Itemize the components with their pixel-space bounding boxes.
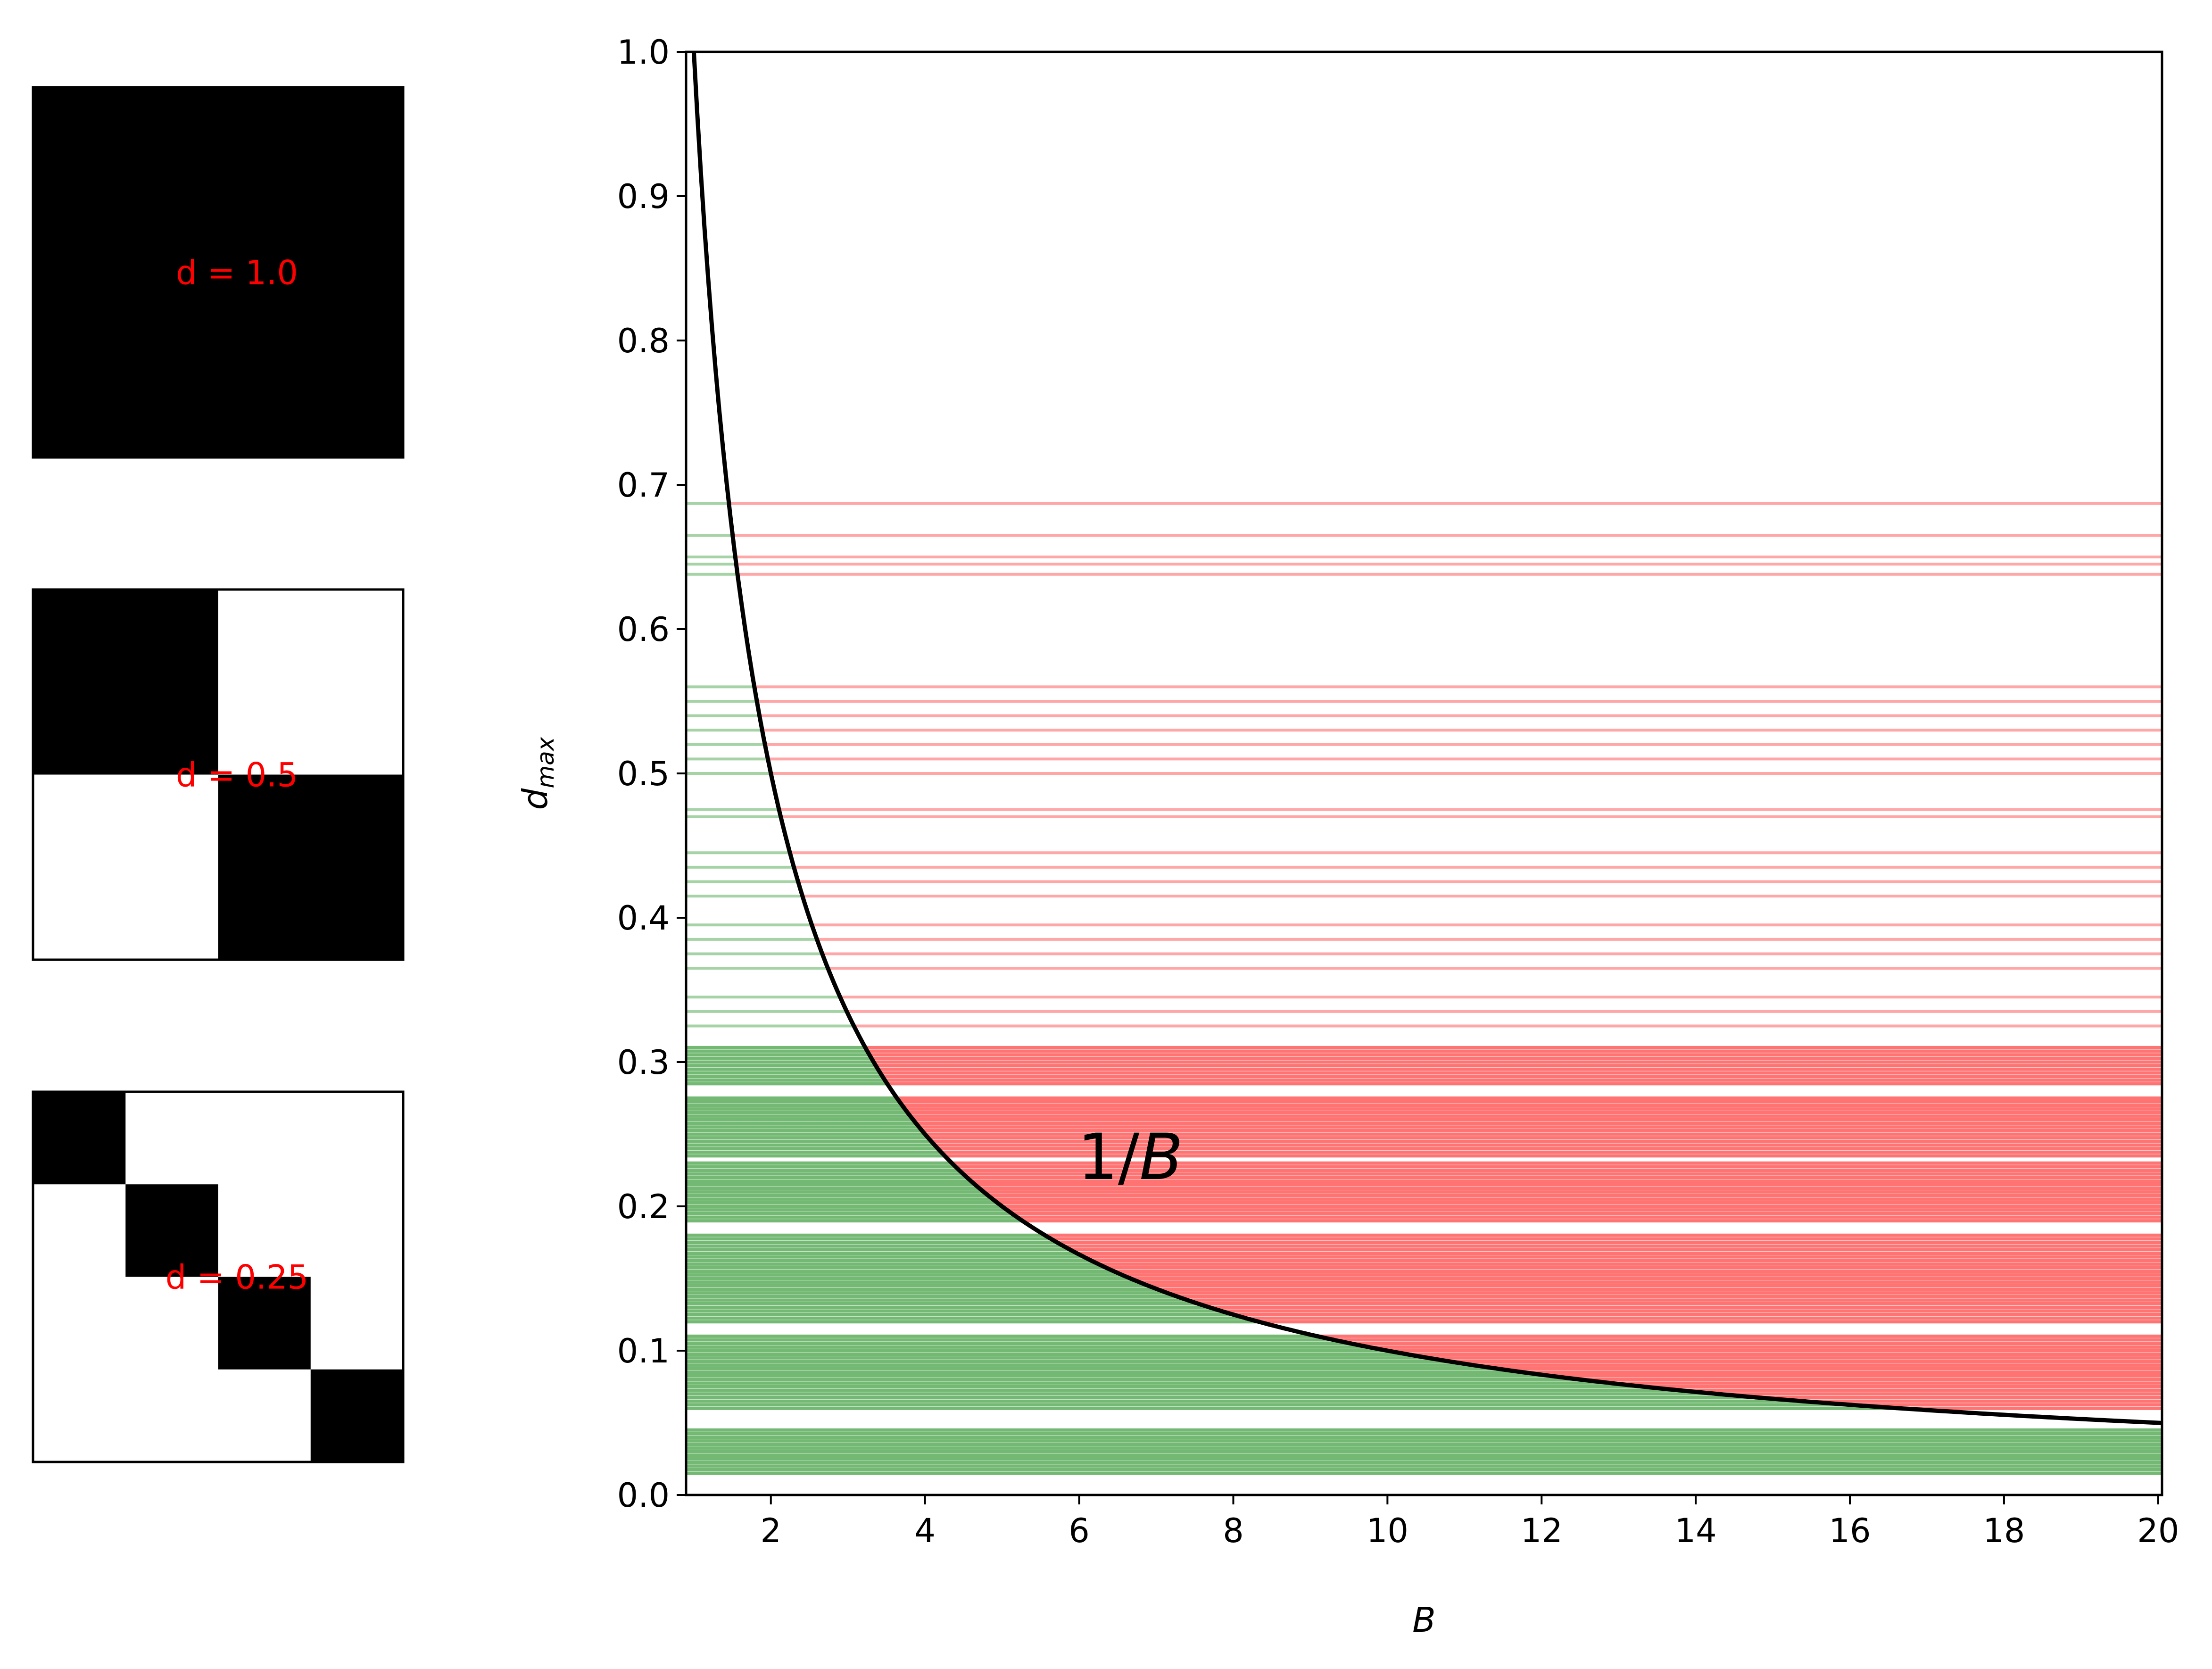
y-tick-label: 0.2 bbox=[617, 1187, 670, 1226]
x-tick-label: 8 bbox=[1223, 1511, 1244, 1550]
y-tick-label: 0.6 bbox=[617, 610, 670, 649]
panel-block bbox=[33, 87, 403, 457]
x-tick-label: 2 bbox=[761, 1511, 782, 1550]
x-tick-label: 20 bbox=[2137, 1511, 2179, 1550]
x-tick-label: 4 bbox=[914, 1511, 936, 1550]
threshold-bands bbox=[686, 502, 2162, 1475]
panel-block bbox=[218, 774, 403, 960]
x-tick-label: 12 bbox=[1521, 1511, 1563, 1550]
y-tick-label: 0.3 bbox=[617, 1043, 670, 1082]
y-axis-ticks: 0.0 0.1 0.2 0.3 0.4 0.5 0.6 0.7 0.8 0.9 1.0 bbox=[617, 33, 686, 1515]
panel-block bbox=[310, 1369, 403, 1462]
x-tick-label: 16 bbox=[1829, 1511, 1871, 1550]
y-tick-label: 0.1 bbox=[617, 1332, 670, 1370]
y-tick-label: 0.4 bbox=[617, 899, 670, 938]
y-tick-label: 0.5 bbox=[617, 755, 670, 793]
panel-block bbox=[33, 590, 218, 775]
y-tick-label: 1.0 bbox=[617, 33, 670, 72]
panel-block bbox=[33, 1092, 126, 1185]
panel-block bbox=[218, 1277, 311, 1370]
x-tick-label: 6 bbox=[1069, 1511, 1090, 1550]
y-tick-label: 0.9 bbox=[617, 177, 670, 216]
side-panels: d = 1.0 d = 0.5 d = 0.25 bbox=[32, 86, 405, 1463]
panel-block bbox=[125, 1184, 218, 1277]
x-tick-label: 10 bbox=[1367, 1511, 1408, 1550]
x-axis-ticks: 2 4 6 8 10 12 14 16 18 20 bbox=[761, 1495, 2179, 1550]
panel-label: d = 1.0 bbox=[176, 254, 298, 292]
y-tick-label: 0.0 bbox=[617, 1476, 670, 1515]
inverse-b-curve bbox=[691, 52, 2162, 1425]
panel-label: d = 0.25 bbox=[166, 1258, 308, 1297]
x-tick-label: 14 bbox=[1675, 1511, 1717, 1550]
panel-label: d = 0.5 bbox=[176, 756, 298, 795]
main-plot: 2 4 6 8 10 12 14 16 18 20 0.00.10.20.30.40.50.60.… bbox=[515, 33, 2179, 1640]
x-axis-title: B bbox=[1412, 1600, 1435, 1640]
matrix-panel: d = 1.0 bbox=[32, 86, 405, 459]
curve-label: 1/B bbox=[1077, 1120, 1183, 1194]
y-tick-label: 0.8 bbox=[617, 322, 670, 360]
y-axis-title: dmax bbox=[515, 737, 559, 810]
matrix-panel: d = 0.25 bbox=[32, 1090, 405, 1463]
y-tick-label: 0.7 bbox=[617, 466, 670, 505]
x-tick-label: 18 bbox=[1983, 1511, 2025, 1550]
matrix-panel: d = 0.5 bbox=[32, 588, 405, 961]
